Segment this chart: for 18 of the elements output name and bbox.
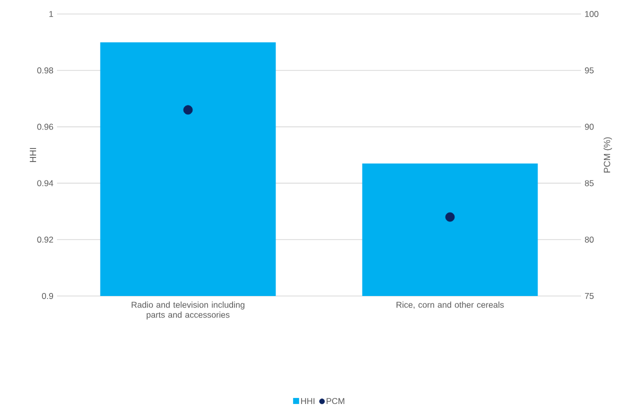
y2-axis-title: PCM (%) (604, 137, 612, 173)
y-tick-label: 0.9 (42, 293, 54, 300)
y-tick-label: 1 (49, 11, 54, 17)
y2-tick-label: 95 (584, 67, 594, 74)
legend-label: HHI (301, 398, 314, 404)
y-tick-label: 0.92 (37, 236, 54, 243)
legend-label: PCM (326, 398, 344, 404)
y-tick-label: 0.98 (37, 67, 54, 74)
y2-tick-label: 85 (584, 180, 594, 186)
x-tick-label: Radio and television including parts and accessories (132, 302, 244, 320)
y-tick-label: 0.96 (37, 124, 54, 130)
y2-tick-label: 90 (584, 124, 594, 130)
y2-tick-label: 75 (584, 293, 594, 299)
y2-tick-label: 100 (585, 11, 598, 18)
x-tick-label: Rice, corn and other cereals (396, 302, 504, 309)
y-axis-title: HHI (30, 148, 36, 162)
y2-tick-label: 80 (584, 236, 594, 243)
y-tick-label: 0.94 (37, 180, 54, 186)
